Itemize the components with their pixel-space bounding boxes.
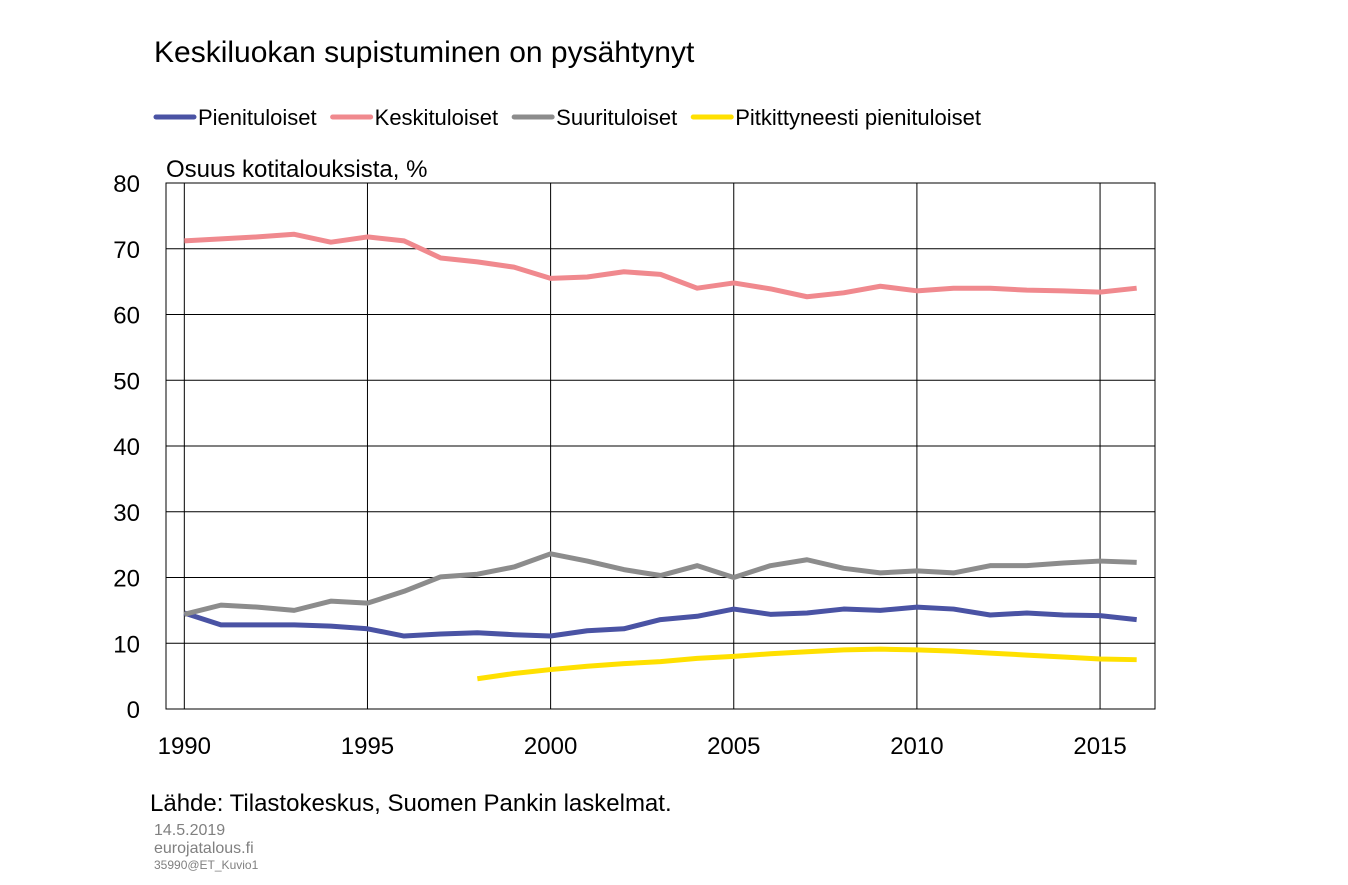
x-tick-label: 2000 (524, 733, 577, 760)
footer-site: eurojatalous.fi (154, 840, 254, 857)
x-tick-label: 1990 (158, 733, 211, 760)
y-tick-label: 80 (113, 171, 140, 198)
x-tick-label: 2005 (707, 733, 760, 760)
legend-label: Keskituloiset (375, 105, 499, 130)
y-tick-label: 40 (113, 434, 140, 461)
series-line (183, 604, 1137, 639)
y-axis-label: Osuus kotitalouksista, % (166, 156, 427, 183)
y-tick-label: 0 (127, 697, 140, 724)
series-line (476, 646, 1137, 682)
footer-code: 35990@ET_Kuvio1 (154, 858, 259, 872)
y-tick-label: 70 (113, 237, 140, 264)
x-tick-label: 2015 (1073, 733, 1126, 760)
chart-title: Keskiluokan supistuminen on pysähtynyt (154, 36, 695, 69)
x-tick-label: 1995 (341, 733, 394, 760)
series-line (183, 551, 1137, 617)
x-tick-label: 2010 (890, 733, 943, 760)
series-line (184, 231, 1137, 300)
y-tick-label: 30 (113, 500, 140, 527)
legend-label: Pitkittyneesti pienituloiset (735, 105, 981, 130)
legend-label: Suurituloiset (556, 105, 677, 130)
plot-frame (165, 182, 1156, 710)
y-tick-label: 10 (113, 631, 140, 658)
source: Lähde: Tilastokeskus, Suomen Pankin lask… (150, 790, 672, 817)
y-tick-label: 20 (113, 566, 140, 593)
y-tick-label: 50 (113, 368, 140, 395)
legend-label: Pienituloiset (198, 105, 317, 130)
y-tick-label: 60 (113, 303, 140, 330)
footer-date: 14.5.2019 (154, 822, 225, 839)
